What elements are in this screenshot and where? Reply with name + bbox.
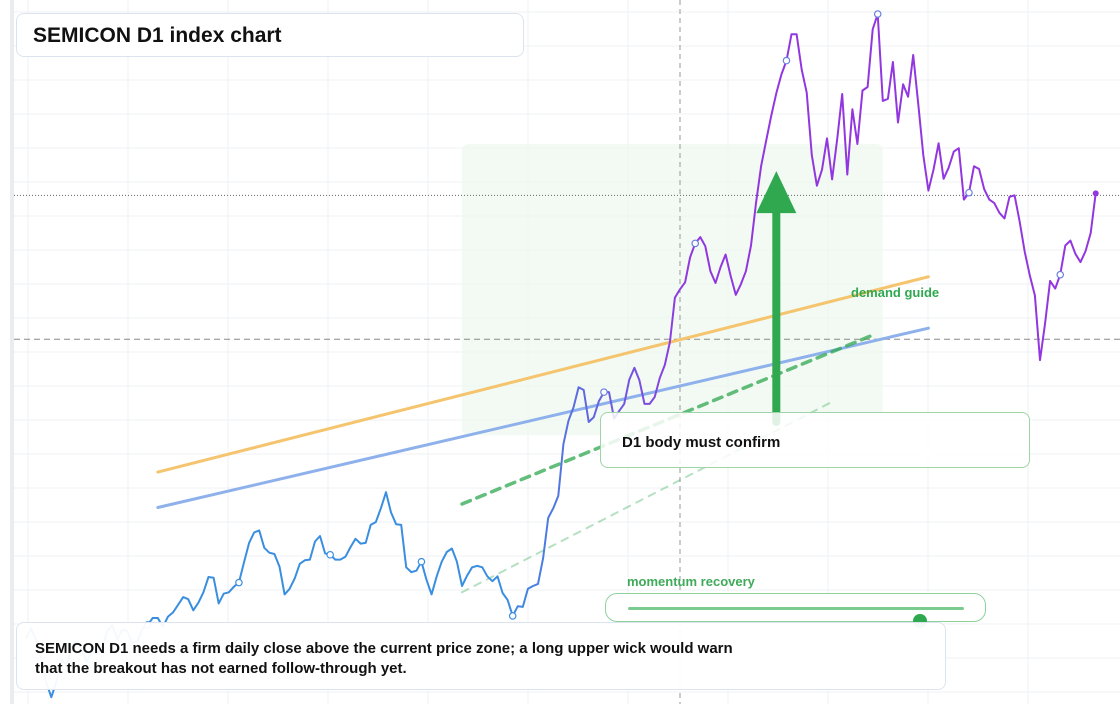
- data-point-marker: [965, 188, 973, 197]
- price-line: [25, 13, 1097, 699]
- data-point-marker: [600, 388, 608, 396]
- trend-line-orange: [156, 275, 930, 474]
- chart-title: SEMICON D1 index chart: [33, 24, 282, 47]
- demand-zone: [462, 144, 883, 436]
- note-card: SEMICON D1 needs a firm daily close abov…: [16, 622, 946, 690]
- data-point-marker: [1056, 270, 1065, 279]
- trend-line-blue: [156, 326, 930, 509]
- trend-line-green-faint: [461, 400, 834, 594]
- note-text: SEMICON D1 needs a firm daily close abov…: [35, 640, 733, 677]
- data-point-marker: [235, 578, 243, 587]
- demand-arrow-head: [756, 171, 797, 214]
- data-point-marker: [417, 557, 426, 566]
- left-edge-strip: [10, 0, 14, 704]
- data-point-marker: [873, 10, 882, 18]
- data-point-marker: [326, 550, 334, 559]
- confirm-callout: D1 body must confirm: [600, 412, 1030, 468]
- trend-line-green-dashed: [460, 333, 875, 506]
- momentum-label: momentum recovery: [627, 574, 755, 589]
- momentum-track: [628, 607, 964, 628]
- momentum-slider[interactable]: [605, 593, 986, 628]
- data-point-marker: [691, 239, 700, 248]
- last-price-marker: [1092, 190, 1099, 197]
- data-point-marker: [782, 56, 791, 65]
- title-card: SEMICON D1 index chart: [16, 13, 524, 57]
- data-point-marker: [508, 612, 517, 620]
- confirm-callout-text: D1 body must confirm: [622, 434, 781, 451]
- demand-guide-label: demand guide: [851, 285, 940, 300]
